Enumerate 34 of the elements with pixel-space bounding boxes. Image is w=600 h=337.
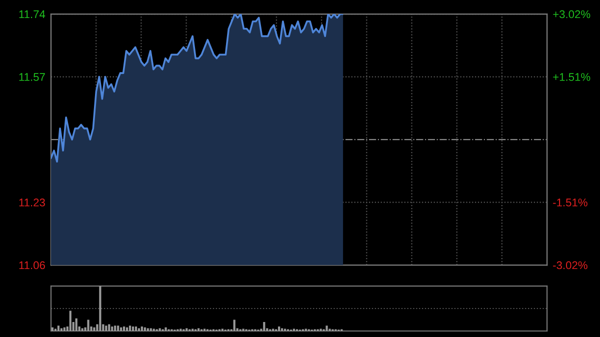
bar xyxy=(278,326,280,331)
y-tick-label: 11.06 xyxy=(19,261,45,270)
bar xyxy=(69,310,72,331)
y-tick-label: 11.23 xyxy=(19,198,45,206)
bar xyxy=(132,326,134,331)
bar xyxy=(122,326,126,331)
bar xyxy=(326,326,328,331)
bar xyxy=(263,322,266,331)
y2-tick-label: -3.02% xyxy=(553,261,588,270)
bar xyxy=(99,286,102,331)
bar xyxy=(134,326,138,331)
bar xyxy=(144,327,146,331)
bar xyxy=(114,326,116,331)
bar xyxy=(111,326,114,331)
bar xyxy=(105,326,108,331)
bar xyxy=(120,327,122,331)
bar xyxy=(140,326,143,331)
bar xyxy=(164,327,167,331)
bar xyxy=(87,320,90,331)
bar xyxy=(126,327,128,331)
y2-tick-label: +3.02% xyxy=(553,10,590,18)
y-tick-label: 11.74 xyxy=(19,10,46,18)
bar xyxy=(93,327,96,331)
bar xyxy=(233,320,236,331)
y-tick-label: 11.57 xyxy=(19,73,45,81)
bar xyxy=(57,326,60,331)
bar xyxy=(75,318,78,331)
bar xyxy=(108,324,110,331)
y2-tick-label: -1.51% xyxy=(553,198,588,206)
y2-tick-label: +1.51% xyxy=(553,73,590,81)
bar xyxy=(117,326,120,331)
bar xyxy=(63,327,66,331)
bar xyxy=(128,326,132,331)
bar xyxy=(51,327,54,331)
